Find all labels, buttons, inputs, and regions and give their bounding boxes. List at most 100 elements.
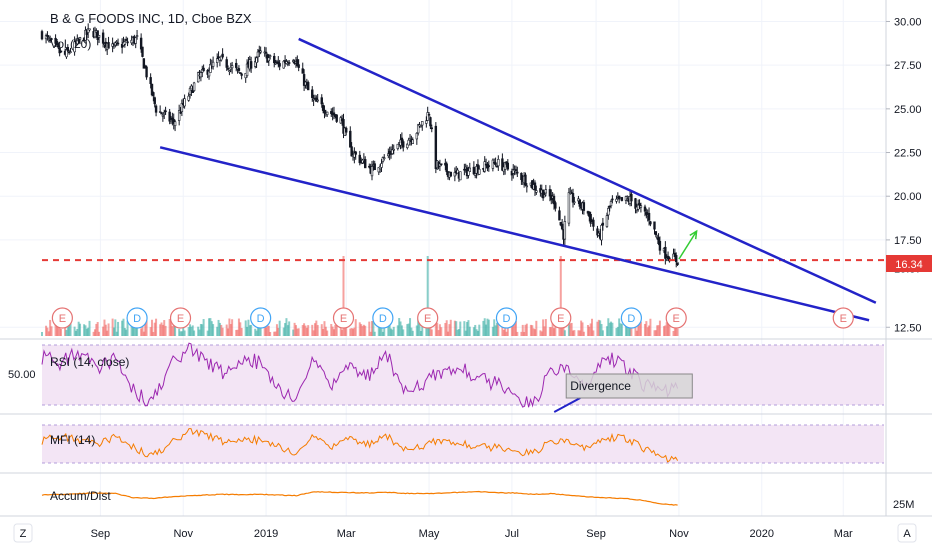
volume-bar <box>69 320 72 336</box>
event-marker-label: E <box>673 313 680 325</box>
volume-bar <box>523 331 526 336</box>
candle-body <box>235 62 238 68</box>
candle-body <box>468 167 471 172</box>
candle-body <box>525 185 529 188</box>
candle-body <box>426 112 429 121</box>
wedge-line-upper[interactable] <box>298 37 877 304</box>
x-tick-label: Mar <box>834 528 853 540</box>
volume-bar <box>277 327 280 336</box>
candle-body <box>69 51 72 53</box>
candle-body <box>215 58 219 63</box>
zoom-button[interactable]: Z <box>13 523 33 543</box>
earnings-marker[interactable]: E <box>51 307 73 329</box>
candle-body <box>416 124 420 134</box>
earnings-marker[interactable]: E <box>550 307 572 329</box>
event-marker-circle <box>550 307 572 329</box>
volume-bar <box>482 320 485 336</box>
projection-arrow[interactable] <box>678 229 698 260</box>
dividend-marker[interactable]: D <box>372 307 394 329</box>
volume-bar <box>278 320 281 336</box>
volume-bar <box>334 324 337 336</box>
earnings-marker[interactable]: E <box>332 307 355 329</box>
volume-bar <box>228 318 231 336</box>
volume-bar <box>339 326 342 336</box>
volume-bar <box>315 320 318 336</box>
auto-scale-button[interactable]: A <box>897 523 917 543</box>
volume-bar <box>400 325 403 336</box>
candle-body <box>207 70 211 77</box>
candle-body <box>78 37 82 40</box>
volume-bar <box>237 318 240 336</box>
mfi-band <box>42 425 884 463</box>
event-marker-circle <box>417 307 439 329</box>
candle-body <box>264 51 268 54</box>
event-marker-circle <box>832 307 854 329</box>
event-marker-label: D <box>379 313 387 325</box>
volume-bars <box>41 256 679 336</box>
x-tick-label: Sep <box>91 528 111 540</box>
candle-body <box>228 70 231 72</box>
volume-bar <box>246 326 249 336</box>
volume-bar <box>483 318 486 336</box>
candle-body <box>516 171 519 174</box>
volume-bar <box>74 330 77 336</box>
divergence-annotation[interactable]: Divergence <box>553 373 693 413</box>
dividend-marker[interactable]: D <box>126 307 148 329</box>
earnings-marker[interactable]: E <box>832 307 854 329</box>
volume-bar <box>418 320 421 336</box>
candle-body <box>459 171 462 181</box>
auto-scale-button-bg[interactable] <box>897 523 917 543</box>
volume-bar <box>580 320 583 336</box>
candle-body <box>620 197 624 201</box>
volume-bar <box>142 331 145 336</box>
candle-body <box>116 42 120 45</box>
candle-body <box>430 127 433 130</box>
volume-bar <box>282 327 285 336</box>
volume-bar <box>550 327 553 336</box>
earnings-marker[interactable]: E <box>665 307 687 329</box>
candle-body <box>187 95 190 101</box>
candle-body <box>65 49 68 58</box>
time-axis[interactable]: Sep Nov 2019 Mar May Jul Sep Nov 2020 Mar <box>91 528 853 540</box>
volume-bar <box>672 330 675 336</box>
volume-bar <box>542 319 545 336</box>
event-marker-circle <box>250 307 272 329</box>
candle-body <box>302 74 306 86</box>
volume-bar <box>87 327 90 336</box>
volume-bar <box>208 318 211 336</box>
dividend-marker[interactable]: D <box>620 307 643 329</box>
candle-body <box>153 97 156 105</box>
volume-bar <box>307 325 310 336</box>
candle-body <box>605 215 609 227</box>
volume-bar <box>64 322 67 336</box>
candle-body <box>301 68 304 74</box>
wedge-line-lower[interactable] <box>159 146 870 322</box>
zoom-button-label: Z <box>20 528 27 540</box>
volume-bar <box>212 324 215 336</box>
volume-bar <box>201 324 204 336</box>
earnings-marker[interactable]: E <box>417 307 439 329</box>
volume-bar <box>65 330 68 336</box>
volume-bar <box>665 322 668 336</box>
volume-bar <box>531 325 534 336</box>
candle-body <box>107 42 110 49</box>
candle-body <box>421 121 424 126</box>
candle-body <box>573 201 576 204</box>
volume-bar <box>73 326 76 336</box>
volume-bar <box>372 321 375 336</box>
dividend-marker[interactable]: D <box>250 307 272 329</box>
volume-bar <box>476 330 479 336</box>
volume-bar <box>259 328 262 336</box>
volume-bar <box>524 324 527 336</box>
wedge-lines[interactable] <box>159 37 877 322</box>
zoom-button-bg[interactable] <box>13 523 33 543</box>
divergence-box[interactable] <box>565 373 693 399</box>
candle-body <box>325 111 329 116</box>
volume-bar <box>267 325 270 336</box>
divergence-label: Divergence <box>570 379 631 393</box>
candle-body <box>297 64 300 68</box>
earnings-marker[interactable]: E <box>169 307 192 329</box>
dividend-marker[interactable]: D <box>495 307 518 329</box>
